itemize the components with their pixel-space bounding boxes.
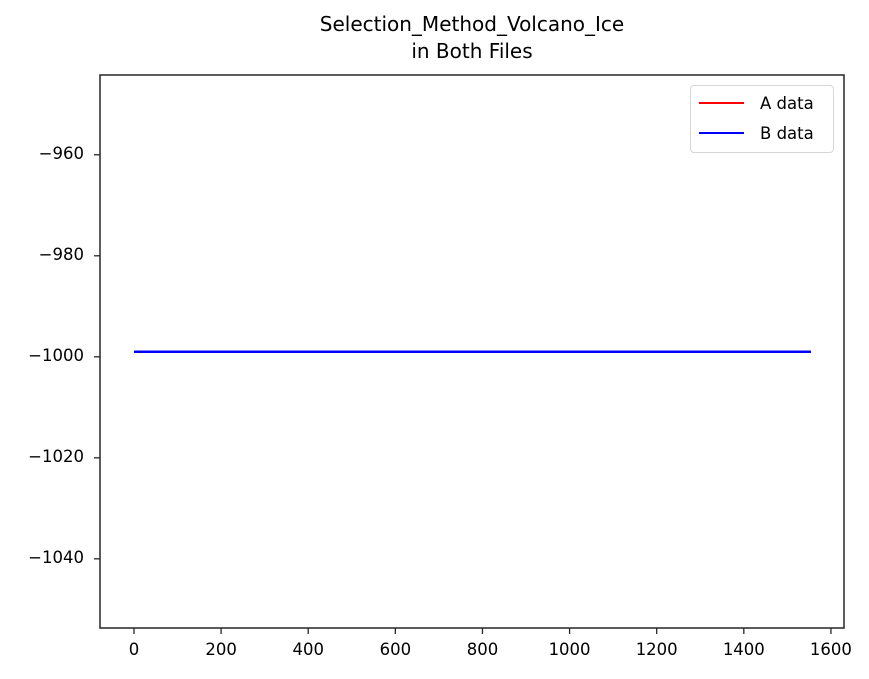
x-tick-label: 0 <box>128 640 140 659</box>
x-tick-label: 600 <box>379 640 412 659</box>
legend: A data B data <box>690 85 834 153</box>
chart-title-line-1: Selection_Method_Volcano_Ice <box>319 12 625 36</box>
y-tick-label: −1040 <box>28 547 84 567</box>
x-tick-label: 1000 <box>548 640 591 659</box>
legend-swatch-a <box>699 101 744 105</box>
x-tick-label: 400 <box>292 640 324 659</box>
x-tick-label: 800 <box>466 640 499 659</box>
y-tick-label: −980 <box>38 244 84 264</box>
axes-frame <box>99 74 845 629</box>
y-tick-label: −960 <box>38 143 84 163</box>
legend-label-a: A data <box>760 93 814 113</box>
legend-swatch-b <box>699 131 744 135</box>
x-tick-label: 1400 <box>722 640 765 659</box>
x-tick-label: 1600 <box>809 640 852 659</box>
legend-item-b: B data <box>699 121 814 145</box>
y-tick-label: −1000 <box>28 345 84 365</box>
y-tick-label: −1020 <box>28 446 84 466</box>
tick-marks <box>94 154 832 634</box>
chart-title-line-2: in Both Files <box>411 39 533 63</box>
x-tick-label: 200 <box>205 640 237 659</box>
legend-item-a: A data <box>699 91 814 115</box>
x-tick-label: 1200 <box>635 640 678 659</box>
legend-label-b: B data <box>760 123 814 143</box>
